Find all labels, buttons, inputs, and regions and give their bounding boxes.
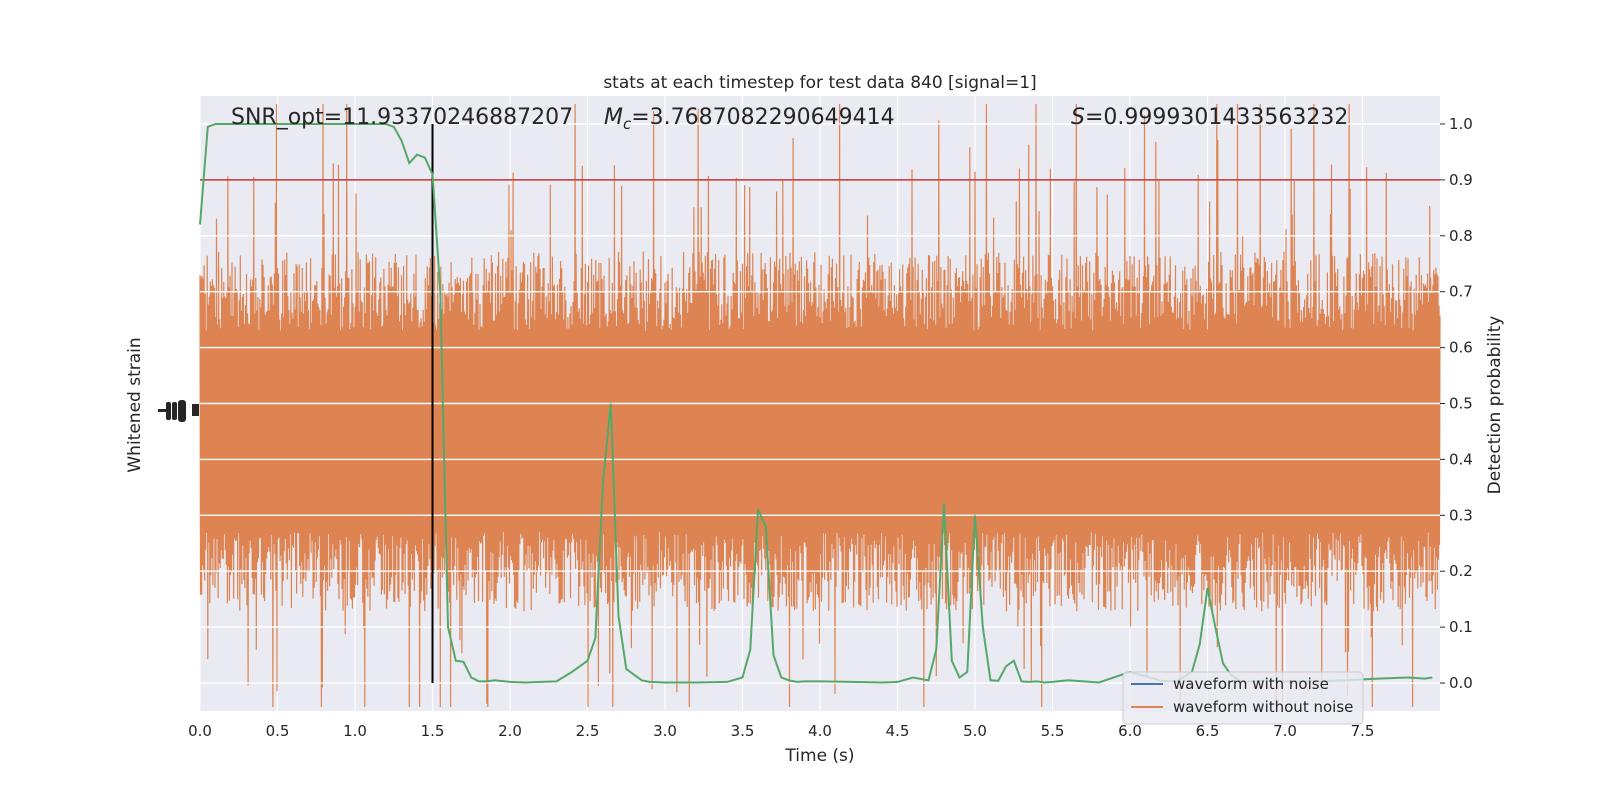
left-axis-cluster (158, 400, 199, 422)
x-axis-label: Time (s) (784, 746, 854, 766)
x-tick-label: 0.0 (188, 722, 212, 740)
x-tick-label: 7.0 (1273, 722, 1297, 740)
strain-waveform (199, 103, 1441, 708)
x-tick-label: 1.0 (343, 722, 367, 740)
right-axis-label: Detection probability (1485, 316, 1505, 495)
y-tick-labels: 0.0 0.1 0.2 0.3 0.4 0.5 0.6 0.7 0.8 0.9 1.0 (1440, 115, 1473, 692)
y-tick-label: 0.4 (1449, 450, 1473, 468)
x-tick-label: 6.0 (1118, 722, 1142, 740)
x-tick-label: 0.5 (266, 722, 290, 740)
x-tick-label: 4.5 (886, 722, 910, 740)
x-tick-label: 5.5 (1041, 722, 1065, 740)
chirp-mass-annotation: Mc=3.7687082290649414 (604, 105, 895, 133)
score-annotation: S=0.9999301433563232 (1071, 105, 1348, 130)
x-tick-labels: 0.0 0.5 1.0 1.5 2.0 2.5 3.0 3.5 4.0 4.5 5.0 5.5 6.0 6… (188, 722, 1374, 740)
y-tick-label: 0.7 (1449, 283, 1473, 301)
legend-label-clean: waveform without noise (1173, 698, 1353, 716)
x-tick-label: 2.5 (576, 722, 600, 740)
x-tick-label: 1.5 (421, 722, 445, 740)
y-tick-label: 0.2 (1449, 562, 1473, 580)
y-tick-label: 0.6 (1449, 339, 1473, 357)
x-tick-label: 4.0 (808, 722, 832, 740)
y-tick-label: 0.9 (1449, 171, 1473, 189)
x-tick-label: 5.0 (963, 722, 987, 740)
y-tick-label: 0.8 (1449, 227, 1473, 245)
y-tick-label: 0.0 (1449, 674, 1473, 692)
strain-core-band (200, 347, 1440, 516)
y-tick-label: 0.3 (1449, 506, 1473, 524)
x-tick-label: 2.0 (498, 722, 522, 740)
strain-path (199, 103, 1441, 708)
left-axis-label: Whitened strain (125, 337, 145, 472)
legend-box (1122, 671, 1364, 725)
legend-label-noise: waveform with noise (1173, 675, 1329, 693)
y-tick-label: 0.1 (1449, 618, 1473, 636)
x-tick-label: 7.5 (1351, 722, 1375, 740)
snr-annotation: SNR_opt=11.93370246887207 (231, 105, 573, 130)
x-tick-label: 6.5 (1196, 722, 1220, 740)
legend: waveform with noise waveform without noi… (1122, 671, 1364, 725)
y-tick-label: 0.5 (1449, 395, 1473, 413)
x-tick-label: 3.0 (653, 722, 677, 740)
x-tick-label: 3.5 (731, 722, 755, 740)
chart-title: stats at each timestep for test data 840… (603, 73, 1036, 93)
y-tick-label: 1.0 (1449, 115, 1473, 133)
